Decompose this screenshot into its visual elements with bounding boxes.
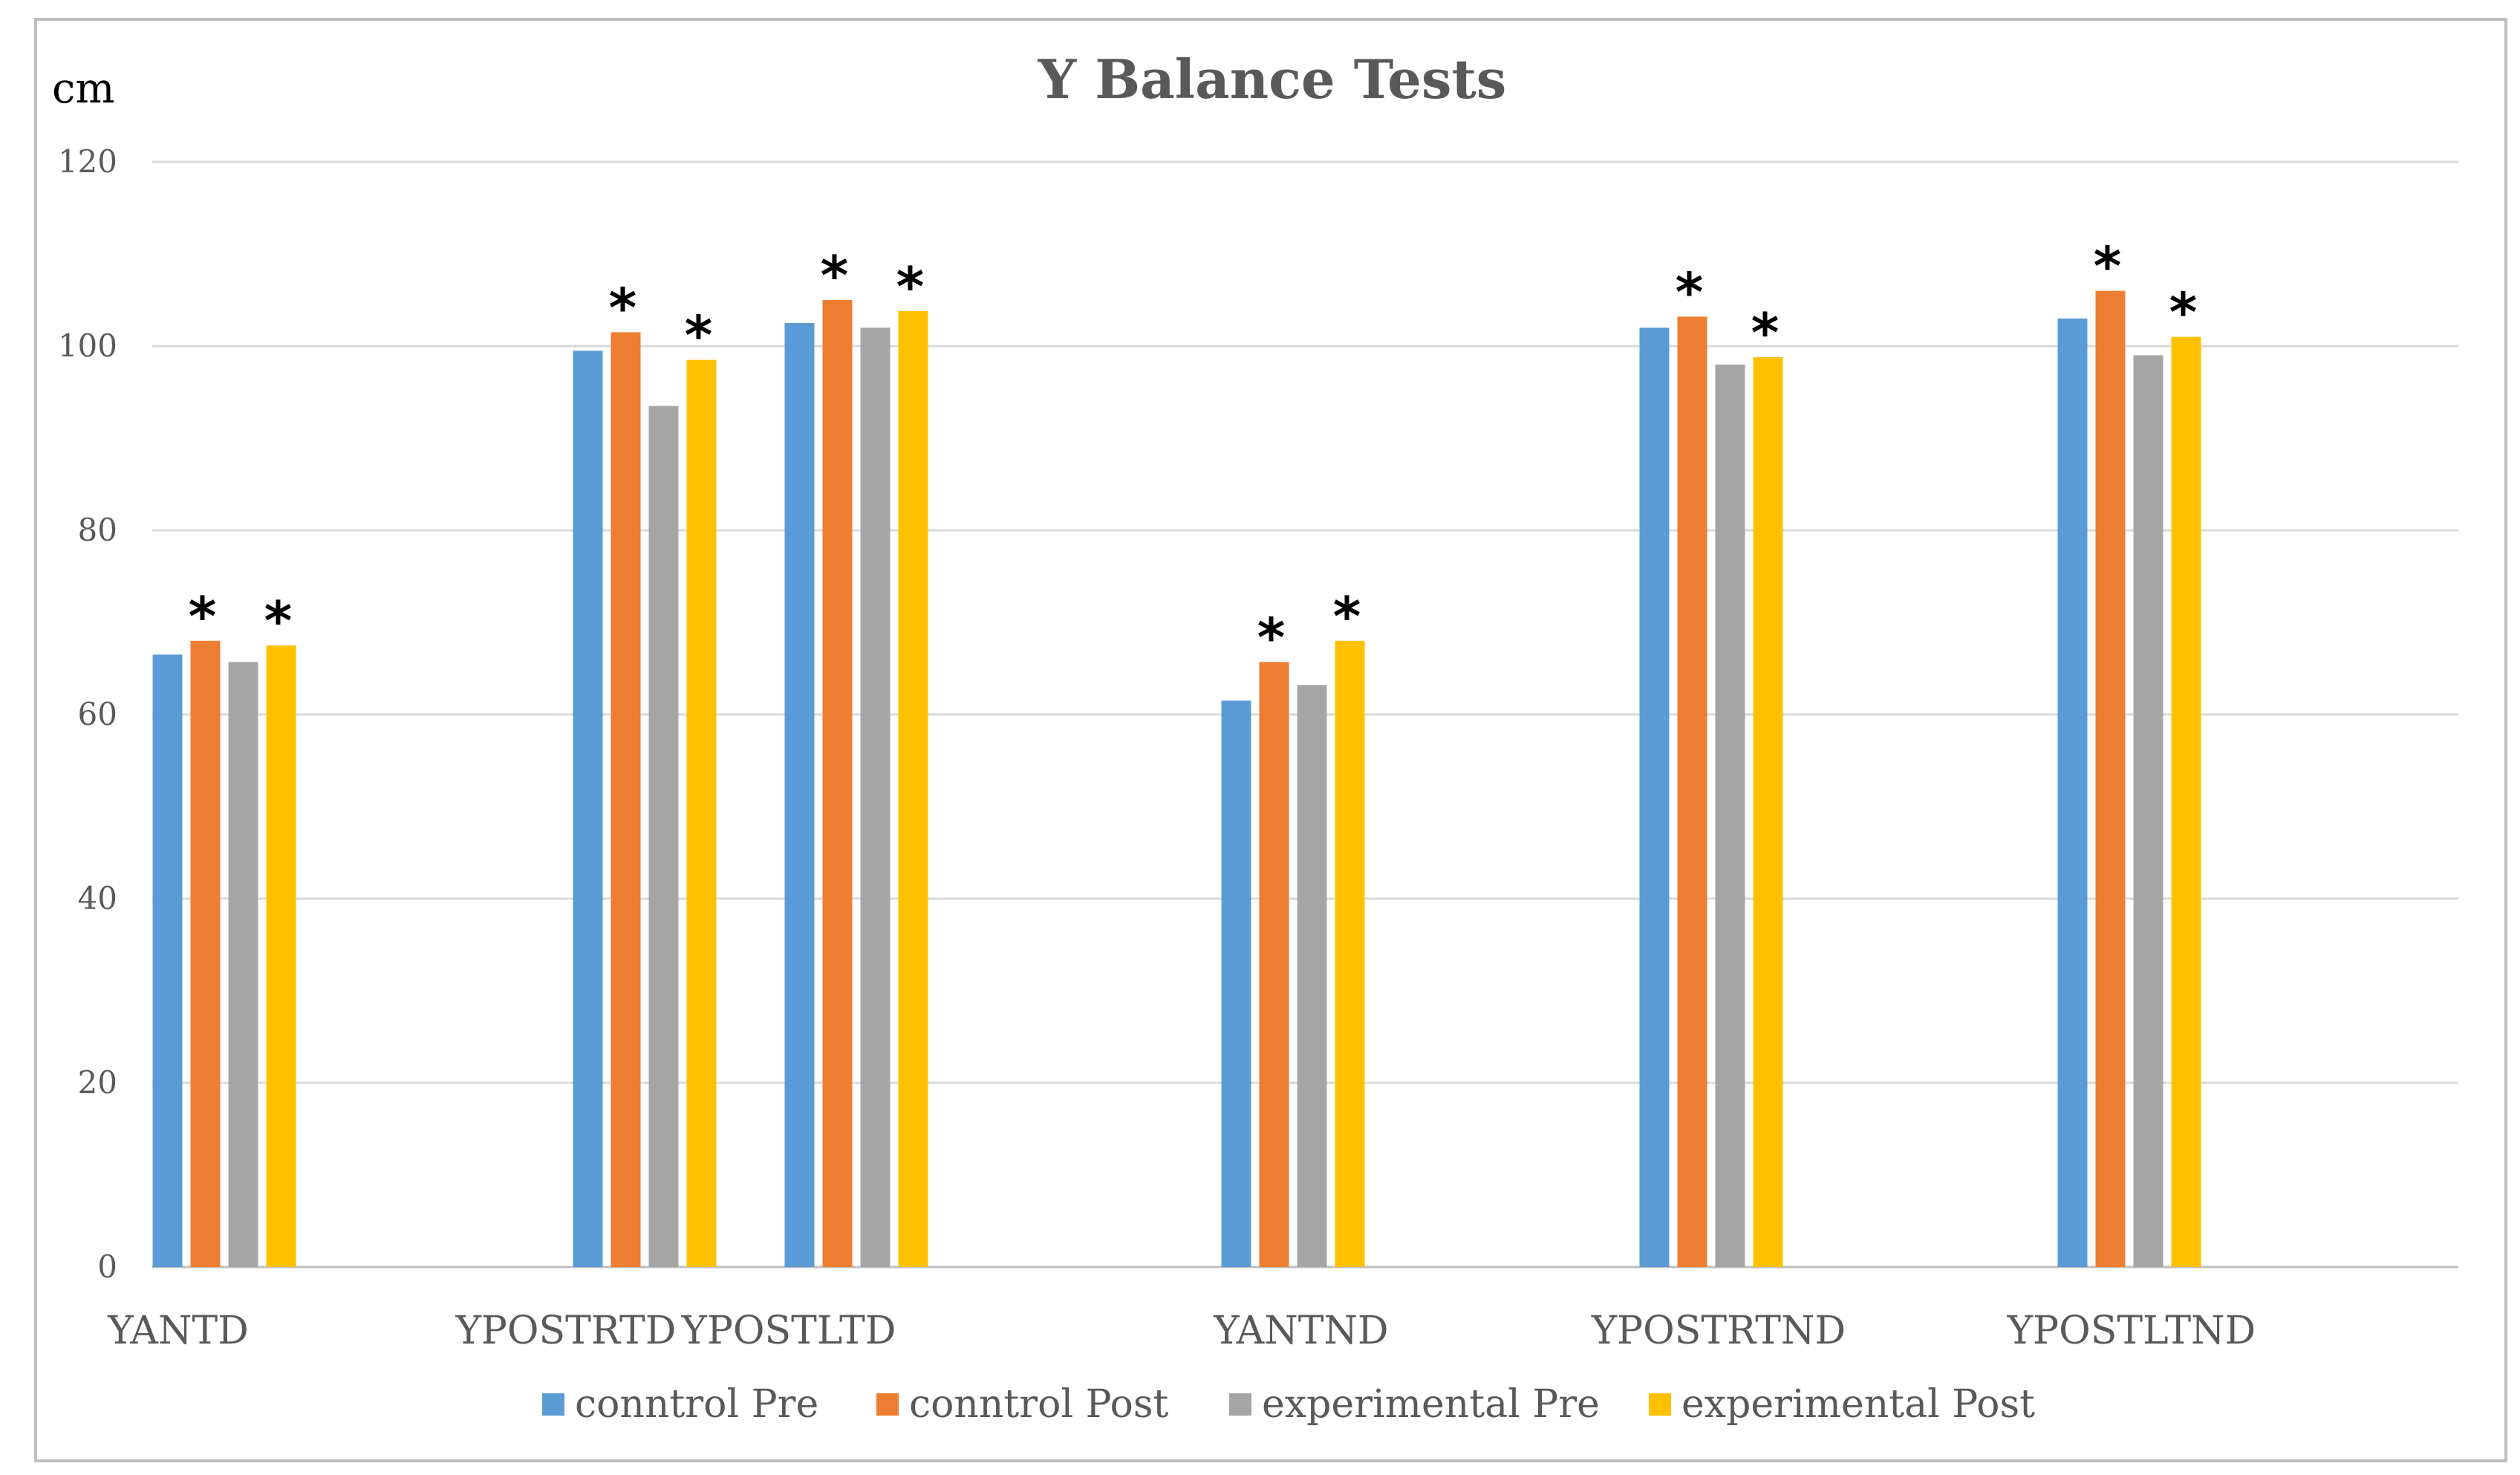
bar <box>2057 318 2088 1267</box>
bar <box>190 640 221 1267</box>
significance-marker: * <box>189 585 217 648</box>
legend-swatch <box>542 1393 564 1416</box>
bar <box>648 406 679 1267</box>
bar <box>822 300 853 1267</box>
y-tick-label: 0 <box>97 1248 117 1285</box>
y-tick-label: 120 <box>58 143 117 180</box>
y-tick-label: 80 <box>78 512 117 548</box>
legend: conntrol Pre conntrol Post experimental Pr… <box>542 1382 2035 1427</box>
bar <box>1715 364 1745 1267</box>
significance-marker: * <box>1676 261 1704 323</box>
significance-marker: * <box>1257 606 1286 668</box>
legend-label: conntrol Post <box>909 1382 1169 1427</box>
bar <box>1259 662 1289 1267</box>
bar <box>2133 355 2164 1267</box>
bar <box>1335 640 1365 1267</box>
bar <box>152 654 183 1267</box>
bars <box>152 290 2201 1268</box>
legend-item: conntrol Post <box>876 1382 1169 1427</box>
bar <box>1677 316 1707 1267</box>
y-tick-label: 40 <box>78 880 117 916</box>
x-tick-label: YPOSTLTD <box>681 1309 896 1353</box>
significance-marker: * <box>896 255 925 318</box>
legend-label: experimental Post <box>1681 1382 2035 1427</box>
y-tick-label: 20 <box>78 1064 117 1101</box>
chart-title: Y Balance Tests <box>1038 48 1507 111</box>
legend-item: conntrol Pre <box>542 1382 818 1427</box>
significance-marker: * <box>264 590 293 652</box>
legend-swatch <box>1649 1393 1671 1416</box>
bar <box>686 359 717 1268</box>
bar <box>860 328 891 1268</box>
x-tick-label: YPOSTLTND <box>2007 1309 2256 1353</box>
bar <box>266 645 296 1267</box>
y-tick-labels: 0 20 40 60 80 100 120 <box>58 143 117 1285</box>
significance-marker: * <box>2094 235 2122 298</box>
bar <box>2095 290 2126 1268</box>
x-tick-label: YPOSTRTD <box>455 1309 677 1353</box>
bar <box>611 332 641 1267</box>
x-tick-label: YANTND <box>1213 1309 1388 1353</box>
significance-marker: * <box>609 276 637 339</box>
significance-marker: * <box>685 305 713 367</box>
legend-item: experimental Post <box>1649 1382 2035 1427</box>
legend-label: experimental Pre <box>1262 1382 1600 1427</box>
bar <box>1221 700 1251 1267</box>
y-tick-label: 100 <box>58 328 117 364</box>
significance-markers: * * * * * * * * * * * * <box>189 235 2198 669</box>
y-tick-label: 60 <box>78 696 117 732</box>
x-tick-labels: YANTD YPOSTRTD YPOSTLTD YANTND YPOSTRTND YPOS… <box>107 1309 2256 1353</box>
bar <box>573 351 603 1268</box>
bar <box>228 662 258 1267</box>
legend-item: experimental Pre <box>1229 1382 1600 1427</box>
bar <box>1753 356 1783 1267</box>
bar <box>898 310 928 1267</box>
significance-marker: * <box>1751 302 1780 364</box>
significance-marker: * <box>2169 281 2198 344</box>
bar <box>1297 685 1327 1267</box>
legend-label: conntrol Pre <box>575 1382 818 1427</box>
legend-swatch <box>876 1393 899 1416</box>
significance-marker: * <box>821 244 849 307</box>
x-tick-label: YPOSTRTND <box>1591 1309 1846 1353</box>
significance-marker: * <box>1333 585 1361 648</box>
bar <box>2171 336 2201 1268</box>
bar <box>784 323 815 1267</box>
legend-swatch <box>1229 1393 1251 1416</box>
bar <box>1639 328 1670 1268</box>
y-axis-unit: cm <box>52 65 114 113</box>
x-tick-label: YANTD <box>107 1309 249 1353</box>
